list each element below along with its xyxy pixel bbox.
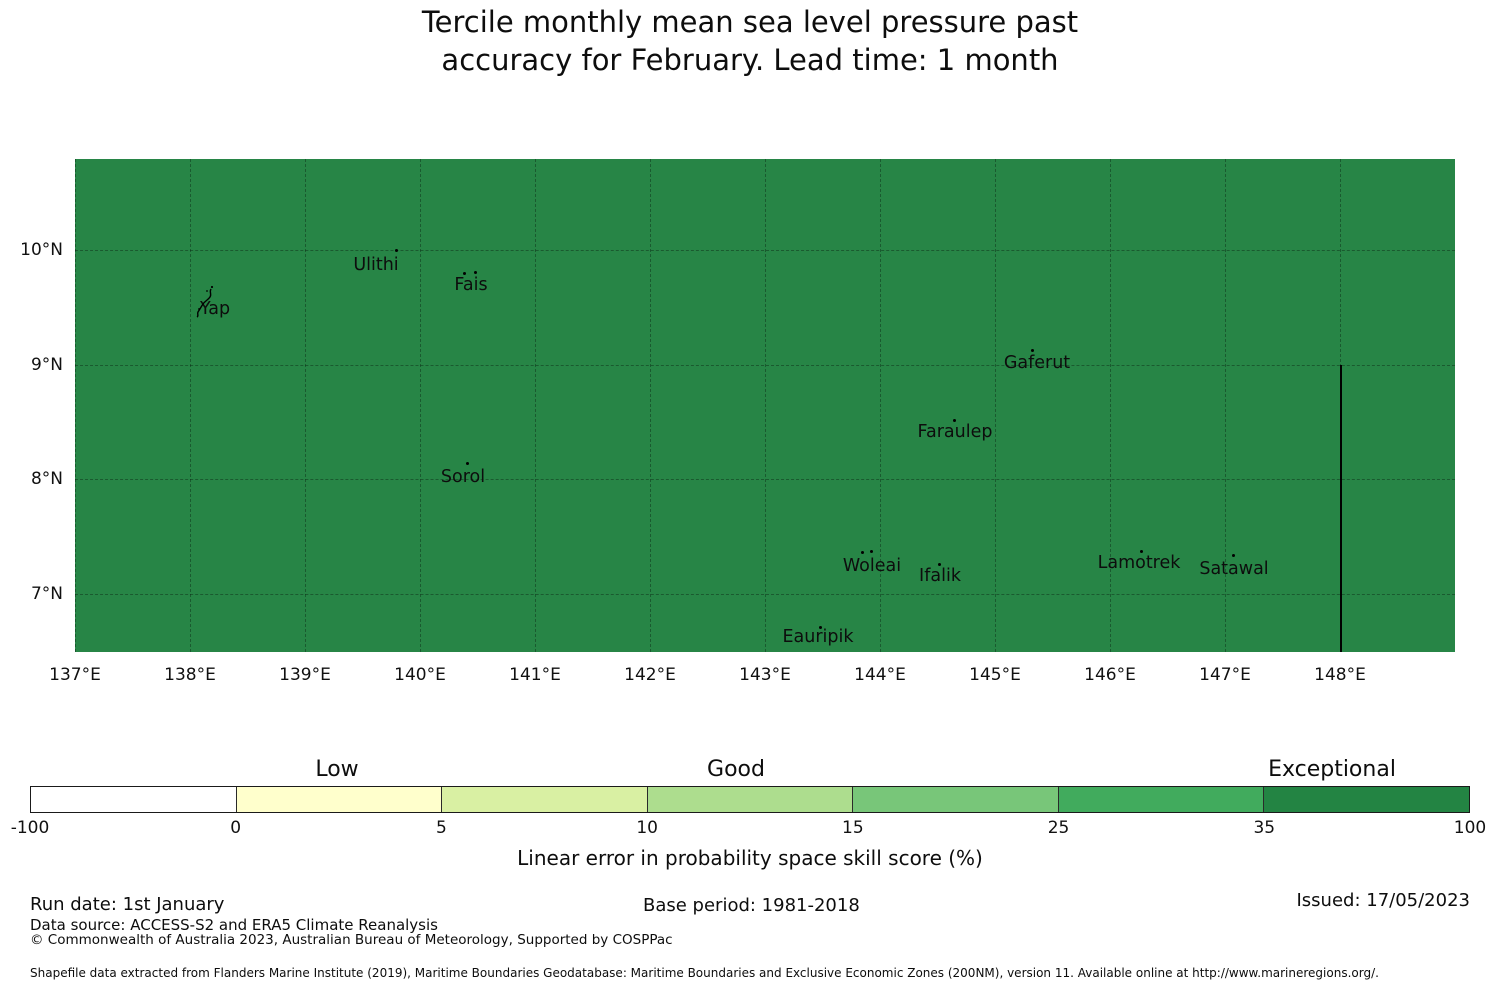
lon-tick-label: 144°E xyxy=(854,665,906,685)
page-title: Tercile monthly mean sea level pressure … xyxy=(0,3,1500,79)
lon-tick-label: 142°E xyxy=(624,665,676,685)
island-label-gaferut: Gaferut xyxy=(1003,353,1071,373)
colorbar-segment xyxy=(441,787,647,812)
lat-gridline xyxy=(75,250,1455,251)
colorbar xyxy=(30,786,1470,813)
lat-gridline xyxy=(75,365,1455,366)
island-dot xyxy=(953,419,956,422)
issued-date-text: Issued: 17/05/2023 xyxy=(1296,890,1470,911)
island-dot xyxy=(938,563,941,566)
colorbar-segment xyxy=(235,787,442,812)
island-label-faraulep: Faraulep xyxy=(917,422,993,442)
base-period-text: Base period: 1981-2018 xyxy=(643,895,860,916)
colorbar-tick-label: 100 xyxy=(1453,818,1487,838)
island-dot xyxy=(466,462,469,465)
lon-gridline xyxy=(765,159,766,652)
lon-tick-label: 143°E xyxy=(739,665,791,685)
lon-gridline xyxy=(650,159,651,652)
colorbar-segment xyxy=(1057,787,1264,812)
lat-tick-label: 8°N xyxy=(30,469,63,489)
island-label-ulithi: Ulithi xyxy=(353,255,399,275)
lon-gridline xyxy=(420,159,421,652)
lon-gridline xyxy=(995,159,996,652)
yap-island-outline-icon xyxy=(193,285,217,323)
island-label-fais: Fais xyxy=(454,275,488,295)
island-label-sorol: Sorol xyxy=(440,467,486,487)
colorbar-segment xyxy=(31,787,236,812)
island-dot xyxy=(1232,554,1235,557)
lon-gridline xyxy=(190,159,191,652)
colorbar-axis-label: Linear error in probability space skill … xyxy=(517,846,983,870)
island-label-woleai: Woleai xyxy=(842,556,902,576)
lat-gridline xyxy=(75,594,1455,595)
colorbar-tick-label: 10 xyxy=(636,818,658,838)
island-dot xyxy=(474,271,477,274)
colorbar-segment xyxy=(852,787,1058,812)
colorbar-category-exceptional: Exceptional xyxy=(1268,757,1396,782)
page-title-line1: Tercile monthly mean sea level pressure … xyxy=(421,5,1079,39)
lat-tick-label: 9°N xyxy=(30,355,63,375)
island-dot xyxy=(395,249,398,252)
lon-tick-label: 139°E xyxy=(279,665,331,685)
shapefile-attribution-text: Shapefile data extracted from Flanders M… xyxy=(30,966,1379,980)
lon-gridline xyxy=(535,159,536,652)
lat-gridline xyxy=(75,479,1455,480)
colorbar-tick-label: 0 xyxy=(230,818,242,838)
lon-gridline xyxy=(880,159,881,652)
island-dot xyxy=(1031,349,1034,352)
lon-tick-label: 141°E xyxy=(509,665,561,685)
lat-tick-label: 7°N xyxy=(30,584,63,604)
lon-gridline xyxy=(75,159,76,652)
lon-tick-label: 148°E xyxy=(1314,665,1366,685)
colorbar-tick-label: 15 xyxy=(842,818,864,838)
island-dot xyxy=(861,551,864,554)
colorbar-category-good: Good xyxy=(707,757,765,782)
data-source-text: Data source: ACCESS-S2 and ERA5 Climate … xyxy=(30,916,438,934)
colorbar-tick-label: 25 xyxy=(1047,818,1070,838)
run-date-text: Run date: 1st January xyxy=(30,894,225,915)
lon-tick-label: 147°E xyxy=(1199,665,1251,685)
island-dot xyxy=(870,550,873,553)
lon-tick-label: 146°E xyxy=(1084,665,1136,685)
island-label-lamotrek: Lamotrek xyxy=(1097,553,1181,573)
colorbar-category-low: Low xyxy=(315,757,359,782)
colorbar-segment xyxy=(646,787,853,812)
colorbar-segment xyxy=(1263,787,1470,812)
lon-gridline xyxy=(1110,159,1111,652)
colorbar-tick-label: -100 xyxy=(10,818,50,838)
map-plot: Yap Ulithi Fais Sorol Gaferut Faraulep Woleai I… xyxy=(75,159,1455,652)
island-label-satawal: Satawal xyxy=(1199,559,1269,579)
island-dot xyxy=(463,272,466,275)
lat-tick-label: 10°N xyxy=(20,240,63,260)
island-label-ifalik: Ifalik xyxy=(919,566,961,586)
lon-gridline xyxy=(1225,159,1226,652)
colorbar-tick-label: 5 xyxy=(436,818,447,838)
lon-tick-label: 138°E xyxy=(164,665,216,685)
page-title-line2: accuracy for February. Lead time: 1 mont… xyxy=(441,43,1059,77)
eez-boundary-line xyxy=(1340,365,1342,652)
lon-tick-label: 140°E xyxy=(394,665,446,685)
lon-gridline xyxy=(305,159,306,652)
copyright-text: © Commonwealth of Australia 2023, Austra… xyxy=(30,932,673,948)
island-dot xyxy=(819,626,822,629)
lon-tick-label: 137°E xyxy=(49,665,101,685)
colorbar-tick-label: 35 xyxy=(1253,818,1276,838)
lon-tick-label: 145°E xyxy=(969,665,1021,685)
island-label-eauripik: Eauripik xyxy=(782,627,854,647)
island-dot xyxy=(1140,550,1143,553)
island-label-yap: Yap xyxy=(199,299,231,319)
